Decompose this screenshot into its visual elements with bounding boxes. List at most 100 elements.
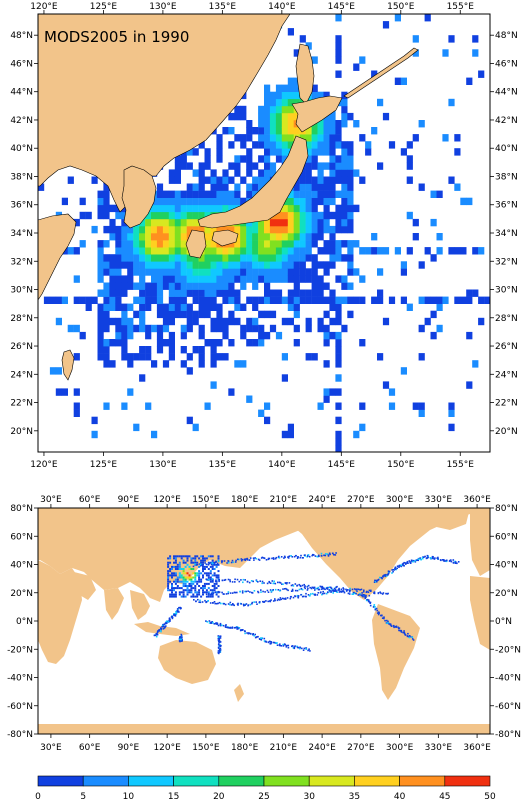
regional-cell <box>341 176 348 184</box>
regional-cell <box>228 388 235 396</box>
global-cell <box>406 562 408 564</box>
regional-cell <box>222 353 229 361</box>
regional-cell <box>347 282 354 290</box>
global-cell <box>213 572 216 575</box>
greenland <box>420 508 470 530</box>
bottom-lon-label: 135°E <box>209 460 237 470</box>
regional-cell <box>400 148 407 156</box>
regional-cell <box>430 310 437 319</box>
global-cell <box>236 626 239 629</box>
regional-cell <box>97 275 104 283</box>
regional-cell <box>305 134 312 142</box>
regional-cell <box>246 395 253 403</box>
global-cell <box>406 560 409 563</box>
global-cell <box>409 562 412 564</box>
regional-cell <box>323 120 330 128</box>
regional-cell <box>234 296 241 304</box>
regional-cell <box>67 176 74 184</box>
global-cell <box>242 578 245 581</box>
global-cell <box>218 580 220 583</box>
global-cell <box>324 554 327 557</box>
regional-cell <box>127 282 134 290</box>
regional-cell <box>210 324 217 333</box>
global-cell <box>173 557 175 560</box>
regional-cell <box>347 141 354 149</box>
global-cell <box>426 554 429 557</box>
global-cell <box>209 578 212 581</box>
regional-cell <box>85 296 92 304</box>
global-cell <box>231 592 234 594</box>
global-cell <box>173 555 175 558</box>
regional-cell <box>151 289 158 297</box>
global-cell <box>192 561 195 564</box>
regional-cell <box>174 225 181 234</box>
global-cell <box>174 587 177 590</box>
global-cell <box>374 606 376 608</box>
regional-cell <box>145 240 152 248</box>
global-cell <box>186 572 189 575</box>
regional-cell <box>97 204 104 213</box>
regional-cell <box>269 98 277 107</box>
global-cell <box>263 557 266 560</box>
regional-cell <box>168 282 175 290</box>
bottom-lon-label: 60°E <box>79 743 101 753</box>
regional-cell <box>287 303 294 311</box>
global-cell <box>265 641 268 643</box>
global-cell <box>218 591 221 593</box>
regional-cell <box>275 134 283 142</box>
global-cell <box>180 639 182 641</box>
global-cell <box>186 576 189 579</box>
regional-cell <box>359 339 366 347</box>
global-cell <box>365 594 367 597</box>
global-cell <box>266 582 269 585</box>
regional-cell <box>162 190 170 198</box>
global-cell <box>198 601 200 603</box>
global-cell <box>241 592 244 594</box>
regional-cell <box>168 310 175 319</box>
global-cell <box>203 557 206 560</box>
regional-cell <box>67 247 74 255</box>
global-cell <box>209 555 212 558</box>
regional-cell <box>293 282 300 290</box>
regional-cell <box>323 134 330 142</box>
global-cell <box>407 562 409 564</box>
global-cell <box>231 627 234 629</box>
regional-cell <box>216 183 223 191</box>
global-cell <box>263 601 265 603</box>
honshu <box>197 135 309 229</box>
global-cell <box>198 580 201 583</box>
regional-cell <box>436 247 443 255</box>
regional-cell <box>127 247 134 255</box>
global-cell <box>237 602 239 605</box>
regional-cell <box>156 282 164 290</box>
global-cell <box>209 595 212 598</box>
global-cell <box>368 600 370 603</box>
regional-cell <box>145 261 152 269</box>
regional-cell <box>234 197 241 206</box>
regional-cell <box>347 261 354 269</box>
regional-cell <box>240 197 247 206</box>
regional-cell <box>186 183 193 191</box>
regional-cell <box>478 317 485 326</box>
global-cell <box>285 644 288 647</box>
regional-cell <box>335 303 342 311</box>
regional-cell <box>287 112 294 121</box>
global-cell <box>326 553 329 555</box>
regional-cell <box>305 162 312 170</box>
regional-map: 120°E120°E125°E125°E130°E130°E135°E135°E… <box>10 2 517 470</box>
regional-cell <box>252 268 259 276</box>
regional-cell <box>264 289 271 297</box>
global-cell <box>200 595 203 598</box>
global-cell <box>288 555 291 557</box>
regional-cell <box>311 162 318 170</box>
regional-cell <box>287 105 294 114</box>
global-cell <box>423 556 425 558</box>
regional-cell <box>275 141 283 149</box>
antarctica <box>38 724 490 734</box>
regional-cell <box>311 127 318 135</box>
global-cell <box>196 563 199 566</box>
global-cell <box>276 644 279 646</box>
global-cell <box>355 588 357 591</box>
global-cell <box>404 634 407 636</box>
global-cell <box>240 629 242 631</box>
